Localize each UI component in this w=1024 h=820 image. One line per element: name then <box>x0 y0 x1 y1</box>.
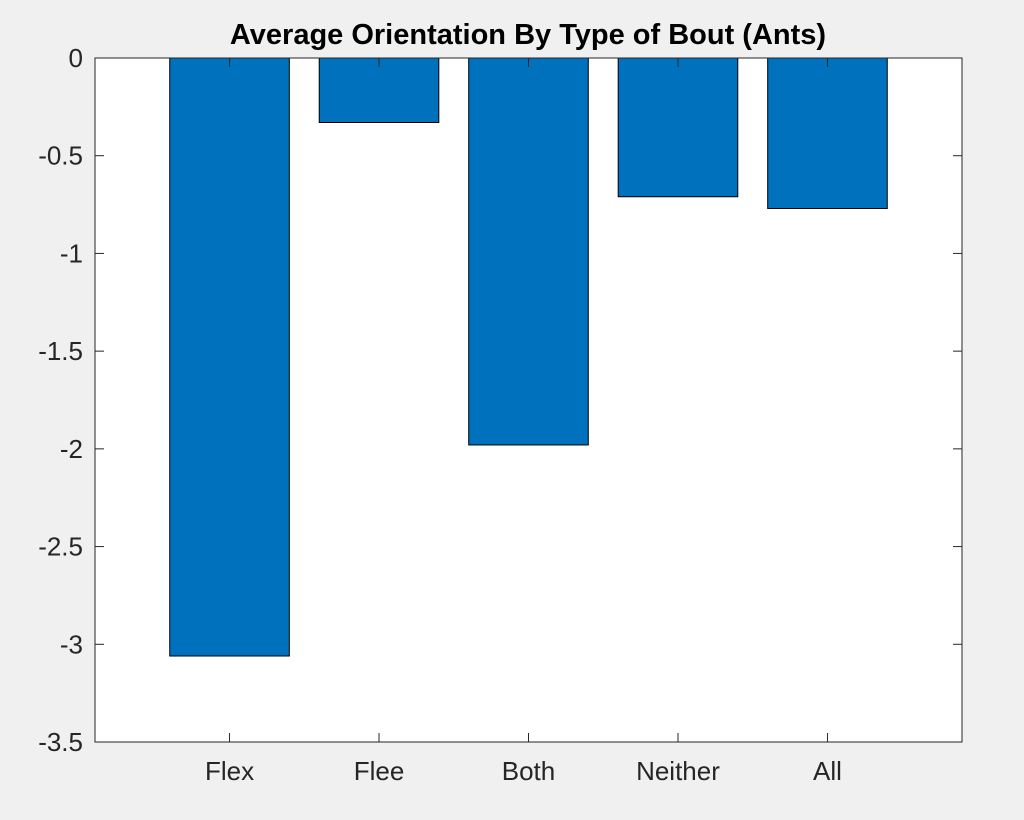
y-tick-label: -1 <box>60 238 83 268</box>
ticks-layer: Flex Flee Both Neither All 0 -0.5 -1 -1.5 -2 -2.5 -… <box>38 43 962 786</box>
bar-flex <box>169 57 290 657</box>
bar-all <box>767 57 888 209</box>
bars-layer <box>169 57 888 657</box>
chart-title: Average Orientation By Type of Bout (Ant… <box>230 19 826 51</box>
x-tick-label: All <box>813 756 842 786</box>
y-tick-label: -3 <box>60 629 83 659</box>
x-tick-label: Flee <box>354 756 405 786</box>
y-tick-label: -3.5 <box>38 727 83 757</box>
x-tick-label: Both <box>502 756 556 786</box>
y-tick-label: 0 <box>69 43 83 73</box>
bar-both <box>468 57 589 446</box>
axes-box <box>94 57 963 743</box>
bar-neither <box>617 57 739 198</box>
y-tick-label: -2.5 <box>38 532 83 562</box>
y-tick-label: -1.5 <box>38 336 83 366</box>
y-tick-label: -0.5 <box>38 141 83 171</box>
bar-flee <box>318 57 440 123</box>
y-tick-label: -2 <box>60 434 83 464</box>
x-tick-label: Neither <box>636 756 720 786</box>
x-tick-label: Flex <box>205 756 254 786</box>
